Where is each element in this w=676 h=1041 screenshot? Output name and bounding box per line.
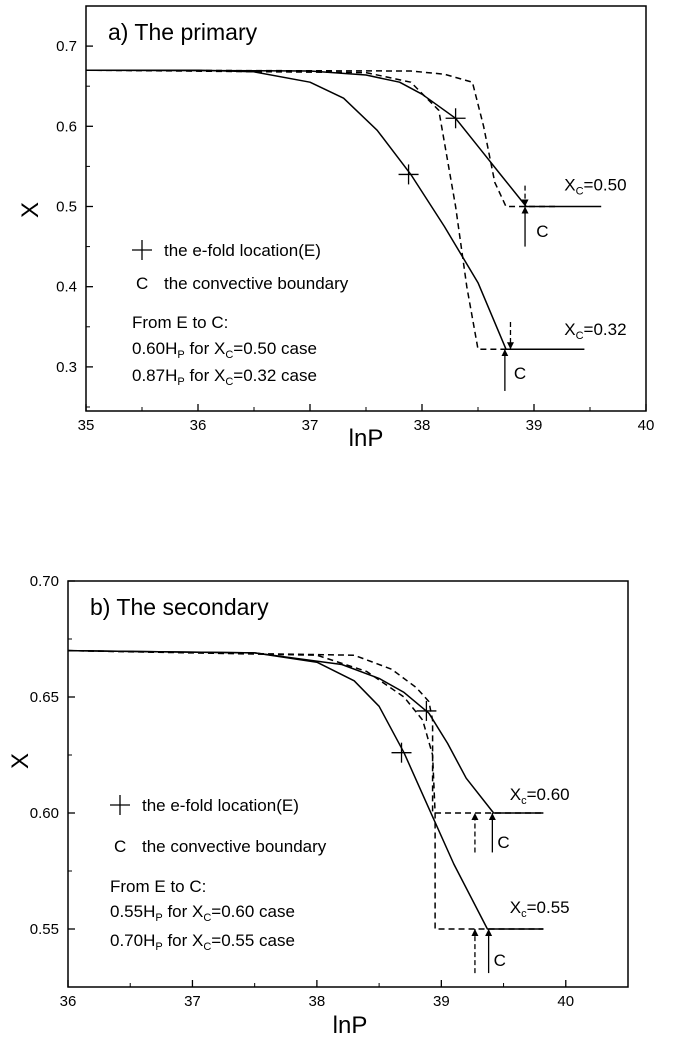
- legend-convective: the convective boundary: [164, 274, 349, 293]
- panel-a-curves: [85, 69, 602, 350]
- c-label: C: [514, 364, 526, 383]
- dashed-curve-4: [67, 649, 544, 814]
- panel-a-ticks: 35 36 37 38 39 40 0.3 0.4 0.5 0.6 0.7: [56, 38, 654, 434]
- y-tick-label: 0.5: [56, 198, 77, 215]
- legend-efold: the e-fold location(E): [142, 796, 299, 815]
- panel-b-ticks: 36 37 38 39 40 0.55 0.60 0.65 0.70: [30, 573, 629, 1010]
- panel-b-legend: the e-fold location(E) C the convective …: [110, 795, 327, 953]
- solid-curve-1: [86, 69, 585, 350]
- panel-b-curves: [67, 649, 544, 930]
- x-tick-label: 37: [184, 993, 201, 1010]
- panel-a-xlabel: lnP: [349, 425, 384, 452]
- y-tick-label: 0.4: [56, 279, 77, 296]
- y-tick-label: 0.7: [56, 38, 77, 55]
- legend-from: From E to C:: [132, 313, 228, 332]
- efold-marker: [391, 742, 412, 763]
- c-label: C: [497, 833, 509, 852]
- legend-from: From E to C:: [110, 877, 206, 896]
- panel-b-xlabel: lnP: [333, 1012, 368, 1039]
- c-label: C: [536, 222, 548, 241]
- x-tick-label: 35: [78, 417, 95, 434]
- y-tick-label: 0.65: [30, 689, 59, 706]
- panel-a-ylabel: X: [17, 202, 44, 218]
- x-tick-label: 40: [557, 993, 574, 1010]
- solid-curve-2: [67, 649, 544, 814]
- x-tick-label: 36: [190, 417, 207, 434]
- xc-label: XC=0.32: [564, 320, 626, 342]
- x-tick-label: 39: [433, 993, 450, 1010]
- efold-marker: [445, 108, 466, 129]
- solid-curve-2: [85, 69, 602, 208]
- y-tick-label: 0.6: [56, 118, 77, 135]
- panel-a-title: a) The primary: [108, 19, 258, 45]
- xc-label: XC=0.50: [564, 175, 626, 197]
- panel-a: a) The primary lnP X 35 36 37 38 39 40 0.3 0.4 0…: [17, 5, 654, 452]
- xc-label: Xc=0.55: [510, 898, 570, 920]
- panel-b-frame: [67, 580, 629, 988]
- y-tick-label: 0.60: [30, 805, 59, 822]
- xc-label: Xc=0.60: [510, 785, 570, 807]
- y-tick-label: 0.3: [56, 359, 77, 376]
- panel-b-ylabel: X: [7, 753, 34, 769]
- legend-case-1: 0.55HP for XC=0.60 case: [110, 902, 295, 924]
- x-tick-label: 40: [638, 417, 655, 434]
- x-tick-label: 38: [309, 993, 326, 1010]
- legend-case-2: 0.70HP for XC=0.55 case: [110, 931, 295, 953]
- efold-marker: [416, 700, 437, 721]
- x-tick-label: 36: [60, 993, 77, 1010]
- legend-c-symbol: C: [136, 274, 148, 293]
- legend-case-1: 0.60HP for XC=0.50 case: [132, 339, 317, 361]
- legend-efold: the e-fold location(E): [164, 241, 321, 260]
- dashed-curve-3: [85, 69, 534, 350]
- panel-b: b) The secondary lnP X 36 37 38 39 40 0.55 0.6…: [7, 573, 629, 1039]
- x-tick-label: 37: [302, 417, 319, 434]
- panel-a-legend: the e-fold location(E) C the convective …: [132, 240, 349, 388]
- efold-marker: [398, 164, 419, 185]
- x-tick-label: 39: [526, 417, 543, 434]
- panel-b-title: b) The secondary: [90, 594, 269, 620]
- dashed-curve-4: [85, 69, 557, 208]
- legend-c-symbol: C: [114, 837, 126, 856]
- y-tick-label: 0.70: [30, 573, 59, 590]
- panel-b-annotations: C C Xc=0.60 Xc=0.55: [391, 700, 570, 974]
- panel-a-annotations: C C XC=0.50 XC=0.32: [398, 108, 627, 391]
- x-tick-label: 38: [414, 417, 431, 434]
- legend-case-2: 0.87HP for XC=0.32 case: [132, 366, 317, 388]
- c-label: C: [494, 951, 506, 970]
- legend-convective: the convective boundary: [142, 837, 327, 856]
- y-tick-label: 0.55: [30, 921, 59, 938]
